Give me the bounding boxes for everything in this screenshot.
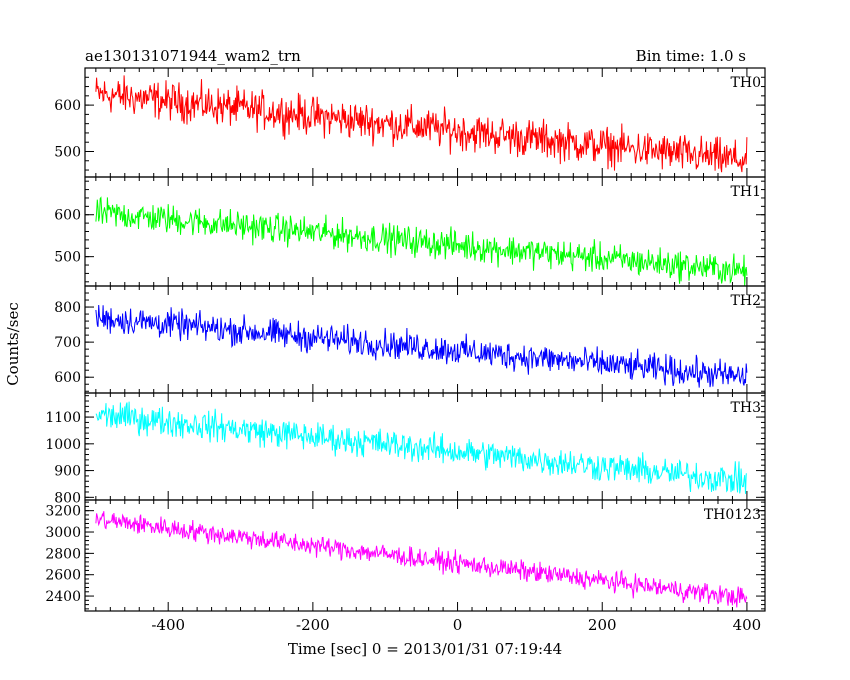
y-tick-label: 1100 (45, 410, 81, 426)
y-tick-label: 500 (54, 144, 81, 160)
y-tick-label: 2600 (45, 568, 81, 584)
panel-frame (84, 285, 766, 394)
series-line-th1 (95, 196, 748, 286)
series-line-th0 (95, 75, 748, 173)
panel-th0123: 2400 2600 2800 3000 3200 TH0123 (45, 499, 766, 612)
y-tick-label: 3000 (45, 525, 81, 541)
panel-label-th2: TH2 (731, 293, 761, 309)
panel-label-th0123: TH0123 (704, 507, 761, 523)
panel-label-th0: TH0 (731, 75, 761, 91)
y-tick-label: 600 (54, 370, 81, 386)
y-axis-label: Counts/sec (4, 302, 22, 386)
x-tick-label: 0 (453, 616, 463, 634)
x-tick-label: -200 (296, 616, 330, 634)
y-tick-label: 500 (54, 250, 81, 266)
panel-th3: 800 900 1000 1100 TH3 (45, 392, 766, 506)
series-line-th0123 (95, 511, 748, 608)
panel-th1: 500 600 TH1 (54, 176, 766, 287)
series-line-th3 (95, 401, 747, 494)
y-tick-label: 600 (54, 98, 81, 114)
panel-th2: 600 700 800 TH2 (54, 285, 766, 394)
series-line-th2 (95, 304, 748, 388)
y-tick-label: 700 (54, 335, 81, 351)
y-tick-label: 600 (54, 208, 81, 224)
panel-label-th3: TH3 (731, 400, 761, 416)
y-tick-label: 2800 (45, 546, 81, 562)
chart-title: ae130131071944_wam2_trn (85, 47, 301, 65)
x-axis-label: Time [sec] 0 = 2013/01/31 07:19:44 (288, 640, 562, 658)
y-tick-label: 3200 (45, 504, 81, 520)
panel-th0: 500 600 TH0 (54, 67, 766, 178)
bin-time-label: Bin time: 1.0 s (636, 47, 746, 65)
x-axis: -400 -200 0 200 400 (151, 616, 761, 634)
x-tick-label: 200 (588, 616, 617, 634)
y-tick-label: 2400 (45, 589, 81, 605)
panel-frame (84, 499, 766, 612)
y-tick-label: 800 (54, 490, 81, 506)
y-tick-label: 900 (54, 464, 81, 480)
x-tick-label: 400 (733, 616, 762, 634)
panels-group: 500 600 TH0 500 600 TH1 600 700 800 TH2 800 900 1000… (45, 67, 766, 612)
y-tick-label: 800 (54, 300, 81, 316)
x-tick-label: -400 (151, 616, 185, 634)
panel-label-th1: TH1 (731, 184, 761, 200)
y-tick-label: 1000 (45, 437, 81, 453)
